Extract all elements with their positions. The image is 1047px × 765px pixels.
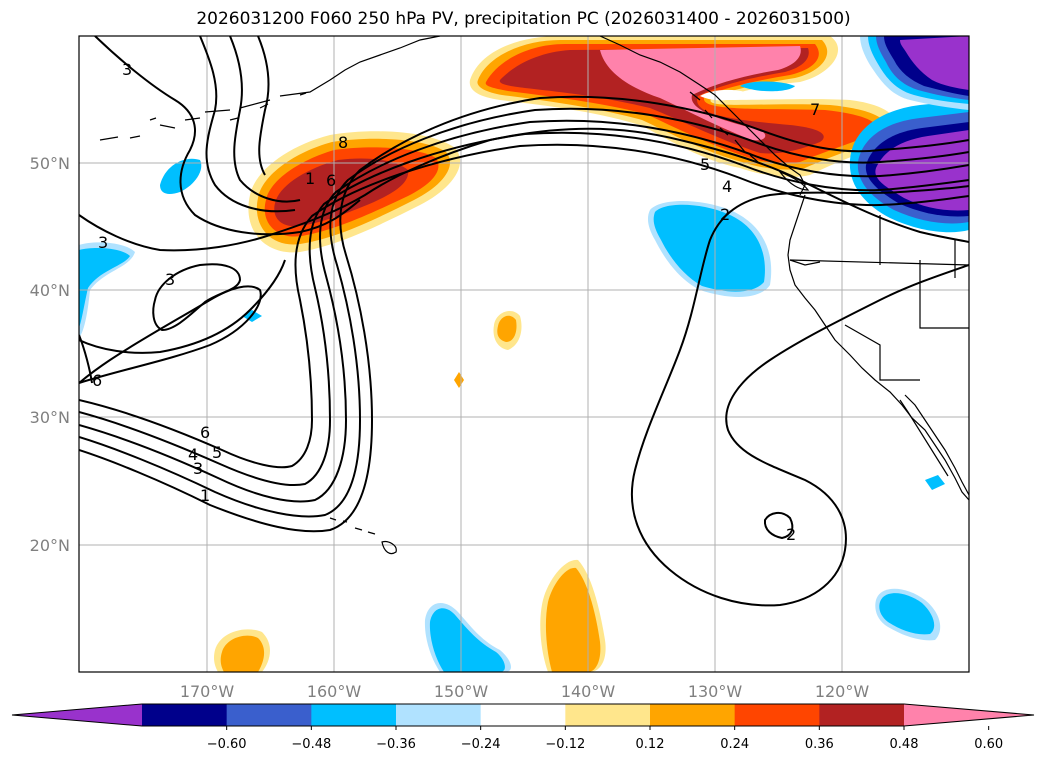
colorbar-tick-label: 0.48 — [890, 737, 919, 752]
colorbar-segment — [650, 704, 736, 726]
contour-label: 1 — [305, 169, 315, 188]
colorbar-extend-low — [12, 704, 142, 726]
contour-label: 4 — [188, 445, 198, 464]
colorbar-segment — [480, 704, 566, 726]
contour-label: 3 — [193, 459, 203, 478]
colorbar-segment — [565, 704, 651, 726]
colorbar-segment — [396, 704, 482, 726]
map-plot-area: 3 8 1 6 3 3 6 6 5 4 3 1 5 4 2 7 2 — [79, 36, 969, 672]
colorbar-tick-label: −0.24 — [461, 737, 501, 752]
lat-label: 50°N — [30, 154, 70, 173]
colorbar-tick-label: −0.12 — [545, 737, 585, 752]
colorbar-tick-label: 0.60 — [974, 737, 1003, 752]
coastlines — [99, 36, 969, 555]
colorbar-outline — [11, 703, 1035, 727]
contour-label: 5 — [700, 155, 710, 174]
pv-contours — [79, 36, 969, 607]
contour-label: 5 — [212, 443, 222, 462]
colorbar-tick-label: 0.36 — [805, 737, 834, 752]
colorbar-tick-label: 0.12 — [636, 737, 665, 752]
lon-label: 170°W — [180, 682, 235, 701]
contour-label: 3 — [98, 233, 108, 252]
colorbar-segment — [819, 704, 905, 726]
contour-label: 3 — [122, 60, 132, 79]
lat-label: 40°N — [30, 281, 70, 300]
colorbar-segment — [226, 704, 312, 726]
contour-label: 3 — [165, 270, 175, 289]
colorbar-extend-high — [904, 704, 1034, 726]
longitude-labels: 170°W 160°W 150°W 140°W 130°W 120°W — [180, 682, 870, 701]
contour-label: 7 — [810, 100, 820, 119]
lat-label: 30°N — [30, 408, 70, 427]
colorbar-tick-label: 0.24 — [720, 737, 749, 752]
lon-label: 160°W — [307, 682, 362, 701]
contour-label: 2 — [720, 205, 730, 224]
contour-label: 1 — [200, 486, 210, 505]
precip-shading — [79, 36, 969, 672]
colorbar-tick-label: −0.36 — [376, 737, 416, 752]
contour-label: 6 — [326, 171, 336, 190]
lon-label: 140°W — [561, 682, 616, 701]
pv-contour-labels: 3 8 1 6 3 3 6 6 5 4 3 1 5 4 2 7 2 — [92, 60, 820, 544]
colorbar: −0.60 −0.48 −0.36 −0.24 −0.12 0.12 0.24 0.36 0.4… — [11, 703, 1035, 752]
lon-label: 150°W — [434, 682, 489, 701]
lat-label: 20°N — [30, 536, 70, 555]
colorbar-segment — [311, 704, 397, 726]
contour-label: 8 — [338, 133, 348, 152]
colorbar-segment — [734, 704, 820, 726]
lon-label: 130°W — [688, 682, 743, 701]
map-title: 2026031200 F060 250 hPa PV, precipitatio… — [196, 9, 851, 29]
latitude-labels: 50°N 40°N 30°N 20°N — [30, 154, 70, 555]
colorbar-tick-label: −0.48 — [291, 737, 331, 752]
contour-label: 2 — [786, 525, 796, 544]
plot-frame — [78, 35, 970, 673]
colorbar-tick-label: −0.60 — [207, 737, 247, 752]
contour-label: 6 — [92, 371, 102, 390]
contour-label: 4 — [722, 177, 732, 196]
colorbar-segment — [142, 704, 228, 726]
lon-label: 120°W — [815, 682, 870, 701]
contour-label: 6 — [200, 423, 210, 442]
